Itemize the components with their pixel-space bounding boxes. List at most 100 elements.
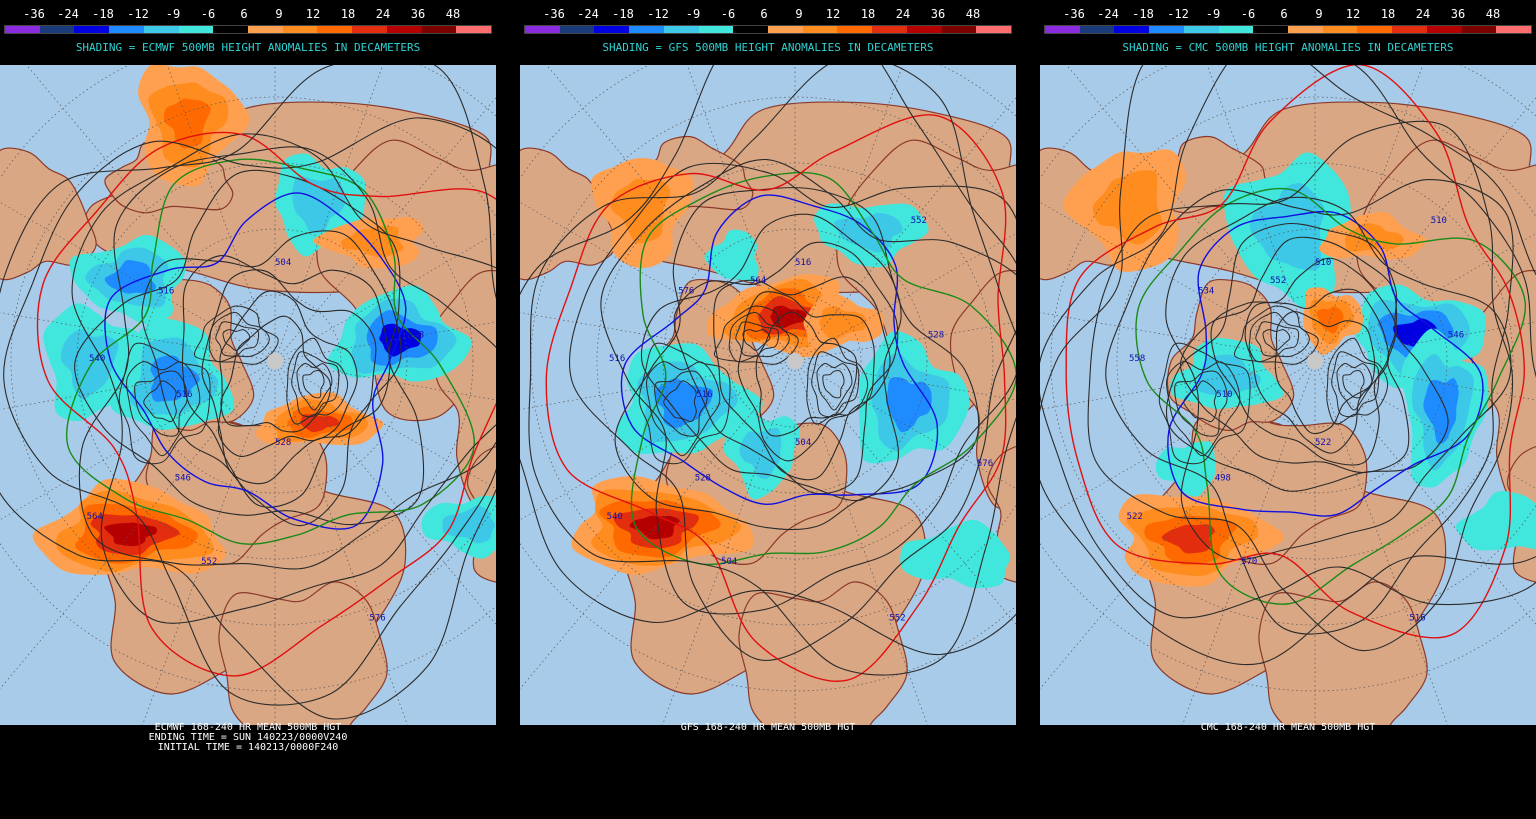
lon-line [274, 233, 496, 362]
contour-9 [71, 133, 496, 624]
lon-line [794, 360, 928, 725]
legend-swatch [1357, 26, 1393, 33]
legend-tick: 36 [410, 7, 426, 21]
legend-swatch [352, 26, 387, 33]
map-ecmwf: 516 528 504 546 576 516 528 540 552 564 [0, 65, 496, 725]
legend-tick: 36 [1450, 7, 1466, 21]
low-contour-2-3 [143, 380, 177, 423]
contour-label: 504 [795, 438, 811, 448]
contour-label: 552 [201, 557, 217, 567]
lon-line [794, 233, 1016, 362]
neg-anomaly-2-0 [704, 229, 759, 282]
low-contour-1-3 [822, 369, 845, 399]
low-contour-2-0 [118, 342, 211, 465]
contour-0 [220, 315, 332, 433]
low-contour-2-1 [126, 361, 201, 457]
low-contour-0-1 [208, 311, 270, 363]
lon-line [1314, 360, 1536, 489]
pos-anomaly-9-2 [1316, 306, 1344, 334]
map-layer: 516 528 504 546 576 516 528 540 552 564 [0, 65, 496, 725]
low-contour-1-0 [806, 337, 869, 425]
legend-swatch [1426, 26, 1462, 33]
low-contour-0-0 [713, 305, 799, 365]
contour-11 [1040, 65, 1536, 619]
pos-anomaly-6-4 [104, 522, 158, 547]
legend-swatch [1496, 26, 1532, 33]
legend-swatch [733, 26, 769, 33]
contour-label: 528 [275, 438, 291, 448]
map-gfs: 516 504 516 528 552 576 528 516 504 540 552 564 576 [520, 65, 1016, 725]
low-contour-1-3 [302, 369, 325, 399]
contour-label: 528 [408, 331, 424, 341]
legend-swatch [906, 26, 942, 33]
legend-swatch [213, 26, 249, 33]
neg-anomaly-3-2 [150, 355, 200, 402]
lat-circle [10, 96, 496, 626]
legend-swatch [663, 26, 699, 33]
low-contour-0-2 [215, 321, 260, 357]
legend-swatch [109, 26, 144, 33]
legend-colorbar [1044, 25, 1532, 34]
footer: GFS 168-240 HR MEAN 500MB HGT [520, 723, 1016, 733]
contour-labels: 510 522 510 498 516 534 546 558 570 522 510 552 [1127, 216, 1465, 623]
neg-anomaly-1-1 [834, 212, 903, 253]
legend-tick: -36 [1063, 7, 1085, 21]
map-cmc: 510 522 510 498 516 534 546 558 570 522 510 552 [1040, 65, 1536, 725]
legend-tick: -18 [92, 7, 114, 21]
low-contour-1-0 [1326, 337, 1389, 425]
low-contour-0-3 [1262, 329, 1291, 351]
contour-4 [141, 230, 402, 527]
lon-line [0, 360, 276, 410]
north-pole-marker [1307, 353, 1323, 369]
footer-line: ENDING TIME = SUN 140223/0000V240 [148, 732, 348, 743]
pos-anomaly-6-3 [1161, 524, 1215, 554]
contour-3 [181, 255, 391, 508]
contour-6 [74, 169, 425, 526]
contour-label: 540 [89, 354, 105, 364]
legend-swatch [768, 26, 803, 33]
land-7 [986, 445, 1016, 583]
legend-tick: -9 [1205, 7, 1221, 21]
contour-label: 564 [87, 512, 103, 522]
contour-label: 510 [1315, 258, 1331, 268]
neg-anomaly-5-0 [900, 519, 1011, 589]
footer: CMC 168-240 HR MEAN 500MB HGT [1040, 723, 1536, 733]
legend-tick: -6 [1240, 7, 1256, 21]
legend-ticks: -36 -24 -18 -12 -9 -6 6 9 12 18 24 36 48 [6, 6, 490, 22]
low-contour-0-1 [1248, 311, 1310, 363]
contour-12 [1040, 65, 1536, 666]
legend-tick: 6 [240, 7, 248, 21]
low-contour-0-0 [1233, 305, 1319, 365]
footer-line: INITIAL TIME = 140213/0000F240 [157, 742, 339, 753]
panel-cmc: -36 -24 -18 -12 -9 -6 6 9 12 18 24 36 48… [1040, 0, 1536, 819]
anomaly-shading [32, 65, 496, 575]
contour-label: 516 [1409, 613, 1425, 623]
legend-swatch [386, 26, 422, 33]
neg-anomaly-5-0 [1455, 491, 1536, 551]
legend-tick: -36 [543, 7, 565, 21]
legend-tick: 9 [275, 7, 283, 21]
legend-swatch [456, 26, 492, 33]
contour-1 [737, 291, 875, 462]
legend-swatch [559, 26, 595, 33]
shading-title: SHADING = GFS 500MB HEIGHT ANOMALIES IN … [602, 41, 934, 54]
lon-line [520, 360, 796, 521]
legend-swatch [698, 26, 734, 33]
legend-colorbar [4, 25, 492, 34]
legend-swatch [976, 26, 1012, 33]
legend-swatch [1322, 26, 1358, 33]
footer-line: GFS 168-240 HR MEAN 500MB HGT [680, 722, 856, 733]
pos-anomaly-6-4 [629, 515, 680, 540]
contour-5 [620, 194, 939, 505]
legend-swatch [39, 26, 75, 33]
legend-swatch [317, 26, 353, 33]
contour-10 [545, 114, 1007, 682]
lon-line [0, 360, 276, 521]
contour-label: 546 [175, 474, 191, 484]
north-pole-marker [787, 353, 803, 369]
contour-label: 528 [928, 331, 944, 341]
neg-anomaly-3-2 [1423, 378, 1459, 444]
contour-8 [1105, 179, 1514, 635]
contour-4 [1166, 222, 1449, 492]
panel-gfs: -36 -24 -18 -12 -9 -6 6 9 12 18 24 36 48… [520, 0, 1016, 819]
